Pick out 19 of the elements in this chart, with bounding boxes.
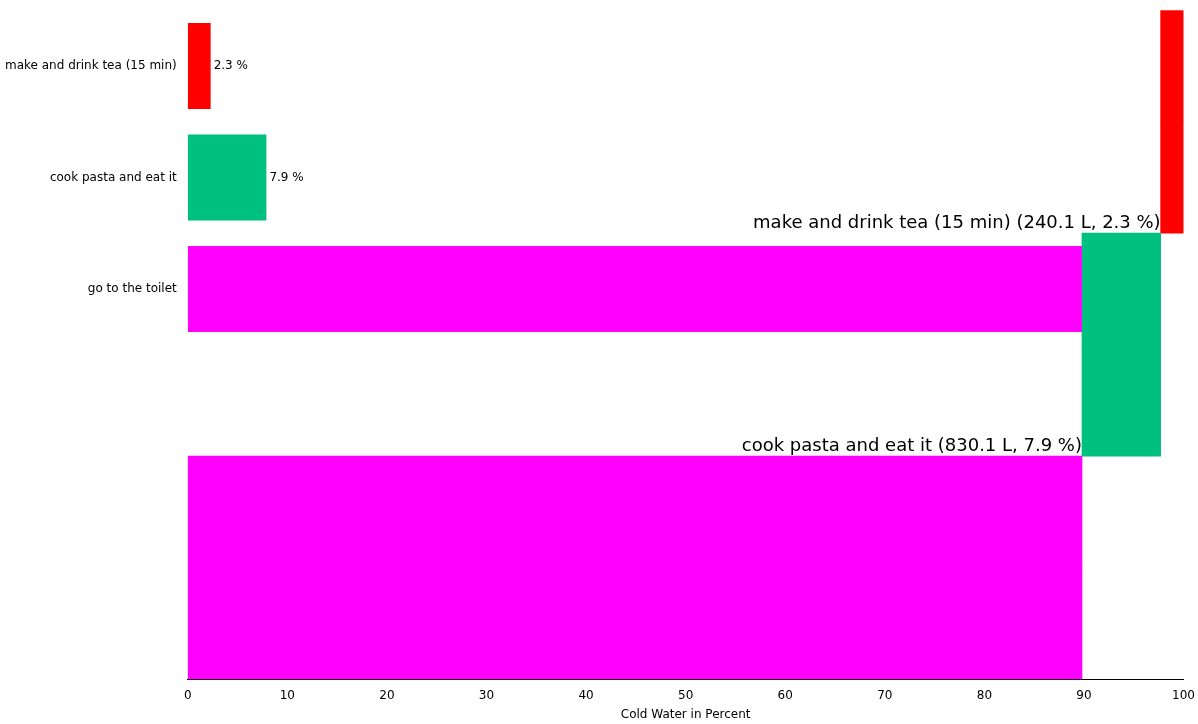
data-label: 2.3 % — [213, 58, 248, 73]
x-tick-label: 0 — [183, 687, 192, 702]
x-tick-label: 40 — [578, 687, 594, 702]
x-axis-title: Cold Water in Percent — [620, 706, 751, 721]
annotation: make and drink tea (15 min) (240.1 L, 2.3 %) — [753, 210, 1161, 232]
y-tick-label: make and drink tea (15 min) — [4, 58, 177, 73]
data-label: 7.9 % — [269, 169, 304, 184]
x-tick-label: 10 — [279, 687, 295, 702]
x-tick-label: 60 — [777, 687, 793, 702]
x-tick-label: 20 — [379, 687, 395, 702]
x-tick-label: 90 — [1076, 687, 1092, 702]
x-tick-label: 30 — [478, 687, 495, 702]
x-tick-label: 100 — [1172, 687, 1195, 702]
y-tick-label: cook pasta and eat it — [49, 169, 178, 184]
y-tick-label: go to the toilet — [87, 281, 178, 296]
x-tick-label: 50 — [678, 687, 694, 702]
annotation: cook pasta and eat it (830.1 L, 7.9 %) — [741, 433, 1082, 455]
x-tick-label: 80 — [976, 687, 993, 702]
x-tick-label: 70 — [877, 687, 893, 702]
